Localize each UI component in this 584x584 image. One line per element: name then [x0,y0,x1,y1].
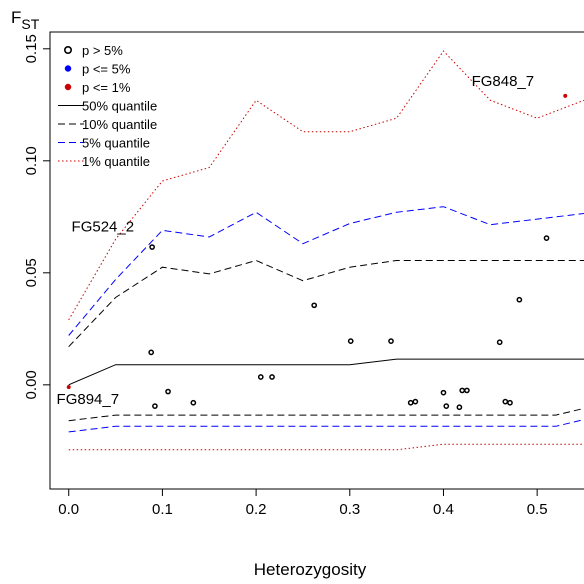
legend: p > 5% p <= 5% p <= 1% 50% quantile 10% quan… [58,43,157,169]
data-point [459,387,466,394]
point-annotation: FG848_7 [472,73,535,90]
quantile-line [68,443,584,451]
quantile-line [68,206,584,336]
data-point [165,388,171,395]
legend-marker [64,65,72,72]
legend-entry: p <= 1% [64,80,131,95]
y-tick-label: 0.05 [23,258,40,287]
data-point [440,389,447,396]
point-annotation: FG894_7 [57,391,120,408]
legend-entry: p > 5% [64,43,123,58]
data-point [152,403,158,409]
legend-label: 50% quantile [82,99,157,114]
legend-entry: 5% quantile [58,136,150,151]
legend-entry: p <= 5% [64,62,131,77]
x-tick-label: 0.0 [58,501,79,518]
significant-point [66,385,71,390]
quantile-line [68,50,584,321]
x-tick-label: 0.3 [339,501,360,518]
data-point [464,387,470,394]
data-point [257,374,264,380]
quantile-line [68,259,584,348]
data-point [148,349,155,356]
legend-marker [64,45,73,54]
data-point [502,398,509,405]
quantile-line [68,419,584,433]
data-point [407,399,414,406]
data-point [190,399,197,406]
y-axis-title-main: F [11,8,21,27]
legend-label: p <= 5% [82,62,131,77]
legend-label: 1% quantile [82,154,150,169]
legend-label: 10% quantile [82,117,157,132]
y-axis-title-sub: ST [21,16,39,32]
legend-label: 5% quantile [82,136,150,151]
data-point [516,296,523,303]
x-tick-label: 0.1 [152,501,173,518]
data-point [507,399,513,406]
legend-marker [64,83,72,91]
data-point [496,339,503,346]
quantile-line [68,358,584,386]
x-tick-label: 0.4 [433,501,454,518]
x-tick-label: 0.2 [246,501,267,518]
data-point [149,244,155,250]
legend-entry: 1% quantile [58,154,150,169]
annotations: FG848_7 FG524_2 FG894_7 [57,73,535,408]
y-tick-label: 0.15 [23,34,40,63]
data-point [443,403,450,409]
y-axis-title: FST [11,8,40,32]
y-tick-label: 0.10 [23,146,40,175]
data-point [543,235,550,241]
data-point [269,374,275,380]
data-point [347,338,354,344]
axes: 0.0 0.1 0.2 0.3 0.4 0.5 0.00 0.05 0.10 0.15 [23,34,548,518]
x-tick-label: 0.5 [527,501,548,518]
legend-label: p <= 1% [82,80,131,95]
data-point [456,404,463,411]
quantile-lines [68,50,584,451]
data-point [388,338,394,344]
x-axis-title: Heterozygosity [254,560,367,579]
data-points [66,93,568,411]
legend-label: p > 5% [82,43,123,58]
point-annotation: FG524_2 [72,218,135,235]
data-point [311,302,318,309]
legend-entry: 10% quantile [58,117,157,132]
significant-point [563,93,568,98]
legend-entry: 50% quantile [58,99,157,114]
data-point [412,398,419,405]
y-tick-label: 0.00 [23,370,40,399]
quantile-line [68,407,584,422]
plot-frame [49,31,584,490]
